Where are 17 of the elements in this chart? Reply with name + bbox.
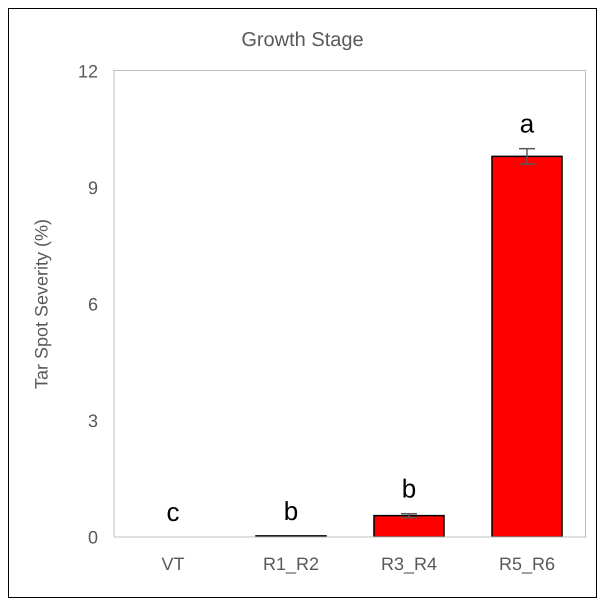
- y-tick-label: 12: [78, 61, 98, 82]
- annotation: a: [520, 108, 535, 139]
- bar: [491, 156, 563, 537]
- y-tick-label: 6: [88, 294, 98, 314]
- bar: [373, 514, 445, 537]
- annotation: c: [166, 497, 180, 527]
- x-tick-label: R5_R6: [498, 554, 556, 574]
- x-tick-label: R3_R4: [380, 554, 438, 574]
- y-axis-title: Tar Spot Severity (%): [31, 218, 52, 390]
- annotation: b: [402, 474, 416, 504]
- y-tick-label: 0: [88, 527, 98, 548]
- annotation: b: [284, 496, 298, 526]
- x-tick-label: R1_R2: [262, 554, 320, 574]
- chart-title: Growth Stage: [240, 29, 365, 52]
- y-tick-label: 3: [88, 410, 98, 431]
- y-tick-label: 9: [88, 178, 98, 198]
- x-tick-label: VT: [161, 554, 185, 574]
